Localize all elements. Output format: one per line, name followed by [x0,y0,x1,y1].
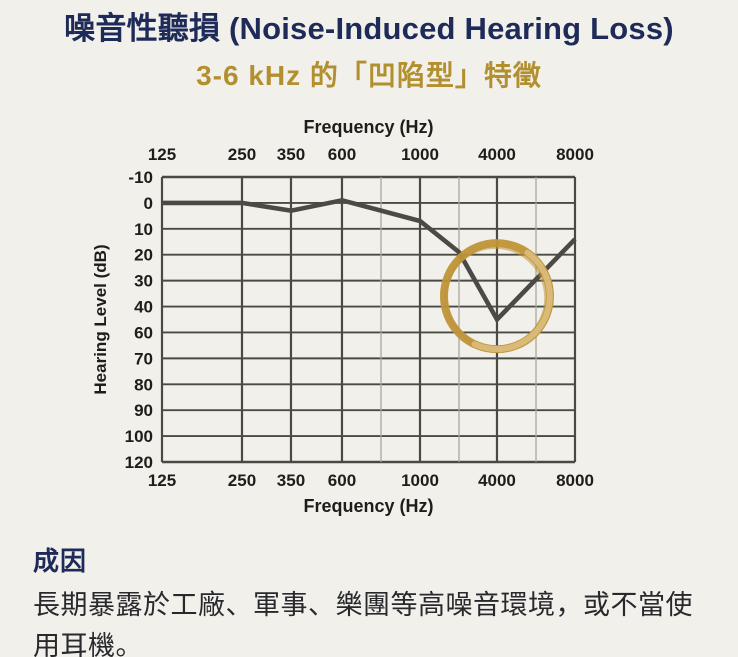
bottom-axis-title: Frequency (Hz) [303,496,433,516]
x-tick-label-top: 250 [228,145,256,164]
x-tick-label-bottom: 250 [228,471,256,490]
x-tick-label-bottom: 4000 [478,471,516,490]
chart-grid: -100102030406070809010012012512525025035… [125,145,594,490]
cause-section: 成因 長期暴露於工廠、軍事、樂團等高噪音環境，或不當使用耳機。 [33,541,710,657]
x-tick-label-top: 600 [328,145,356,164]
x-tick-label-top: 350 [277,145,305,164]
notch-highlight-circle [439,239,554,354]
cause-heading: 成因 [33,546,88,577]
hearing-threshold-curve [162,198,577,324]
y-tick-label: -10 [128,168,153,187]
x-tick-label-top: 8000 [556,145,594,164]
x-tick-label-bottom: 1000 [401,471,439,490]
x-tick-label-top: 1000 [401,145,439,164]
y-tick-label: 30 [134,272,153,291]
y-tick-label: 20 [134,246,153,265]
y-tick-label: 120 [125,453,153,472]
y-tick-label: 100 [125,427,153,446]
y-tick-label: 40 [134,298,153,317]
y-tick-label: 90 [134,401,153,420]
x-tick-label-bottom: 600 [328,471,356,490]
y-axis-title: Hearing Level (dB) [91,245,110,395]
x-tick-label-top: 4000 [478,145,516,164]
x-tick-label-bottom: 125 [148,471,176,490]
y-tick-label: 10 [134,220,153,239]
top-axis-title: Frequency (Hz) [303,117,433,137]
page-title: 噪音性聽損 (Noise-Induced Hearing Loss) [64,11,674,46]
y-tick-label: 60 [134,324,153,343]
x-tick-label-bottom: 8000 [556,471,594,490]
x-tick-label-bottom: 350 [277,471,305,490]
y-tick-label: 80 [134,375,153,394]
cause-body-text: 長期暴露於工廠、軍事、樂團等高噪音環境，或不當使用耳機。 [33,590,693,657]
y-tick-label: 70 [134,350,153,369]
y-tick-label: 0 [144,194,153,213]
audiogram-chart: -100102030406070809010012012512525025035… [91,117,594,516]
page-subtitle: 3-6 kHz 的「凹陷型」特徵 [196,60,542,92]
x-tick-label-top: 125 [148,145,176,164]
